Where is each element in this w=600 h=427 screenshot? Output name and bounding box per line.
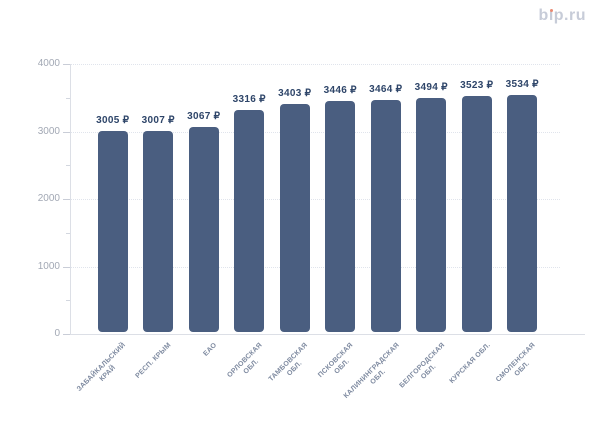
y-axis-label-1000: 1000: [37, 260, 60, 272]
y-axis-tick-3000: [63, 131, 70, 133]
logo-letter-i: ı: [548, 7, 554, 24]
y-axis-label-0: 0: [54, 328, 60, 339]
bar-value-label: 3403 ₽: [278, 88, 312, 100]
y-axis-label-3000: 3000: [37, 125, 60, 137]
bar-value-label: 3067 ₽: [187, 110, 221, 122]
x-axis-line: [70, 334, 585, 335]
logo-text-start: b: [538, 7, 549, 24]
bar-2: [143, 131, 174, 332]
logo-i-dot: [549, 8, 554, 12]
y-axis-minor-tick-2500: [66, 165, 70, 167]
x-axis-label: ОРЛОВСКАЯ ОБЛ.: [226, 341, 264, 380]
x-axis-label: СМОЛЕНСКАЯ ОБЛ.: [495, 341, 537, 384]
logo-text-end: p.ru: [553, 7, 586, 24]
bar-5: [279, 104, 310, 332]
bar-value-label: 3523 ₽: [460, 80, 494, 92]
y-axis-tick-4000: [63, 64, 70, 65]
y-axis-tick-0: [63, 334, 70, 335]
bar-3: [188, 126, 219, 332]
bar-value-label: 3494 ₽: [414, 82, 448, 94]
x-axis-label: ЗАБАЙКАЛЬСКИЙ КРАЙ: [76, 341, 128, 393]
x-axis-label: РЕСП. КРЫМ: [134, 341, 173, 380]
y-axis-minor-tick-1500: [66, 232, 70, 234]
bar-value-label: 3007 ₽: [141, 115, 175, 127]
y-axis-tick-1000: [63, 266, 70, 268]
gridline-y-1000: [70, 266, 560, 268]
x-axis-label: КУРСКАЯ ОБЛ.: [448, 341, 492, 385]
gridline-y-4000: [70, 64, 560, 65]
bar-8: [416, 98, 447, 332]
bar-4: [234, 110, 265, 332]
y-axis-label-2000: 2000: [37, 193, 60, 204]
bar-value-label: 3464 ₽: [369, 84, 403, 96]
bar-value-label: 3316 ₽: [232, 94, 266, 106]
bar-6: [325, 101, 356, 332]
bar-9: [461, 96, 492, 332]
y-axis-line: [70, 64, 71, 334]
x-axis-label: БЕЛГОРОДСКАЯ ОБЛ.: [398, 341, 446, 390]
gridline-y-3000: [70, 131, 560, 133]
bip-ru-logo[interactable]: bı p.ru: [539, 7, 586, 25]
bar-10: [507, 95, 538, 332]
gridline-y-2000: [70, 199, 560, 200]
x-axis-label: ТАМБОВСКАЯ ОБЛ.: [268, 341, 310, 384]
bar-value-label: 3446 ₽: [323, 85, 357, 97]
y-axis-label-4000: 4000: [37, 58, 60, 69]
x-axis-label: ЕАО: [202, 341, 219, 358]
bar-1: [97, 131, 128, 332]
bar-value-label: 3005 ₽: [96, 115, 130, 127]
y-axis-tick-2000: [63, 199, 70, 200]
y-axis-minor-tick-500: [66, 300, 70, 302]
bar-value-label: 3534 ₽: [505, 79, 539, 91]
bar-7: [370, 100, 401, 332]
y-axis-minor-tick-3500: [66, 97, 70, 99]
